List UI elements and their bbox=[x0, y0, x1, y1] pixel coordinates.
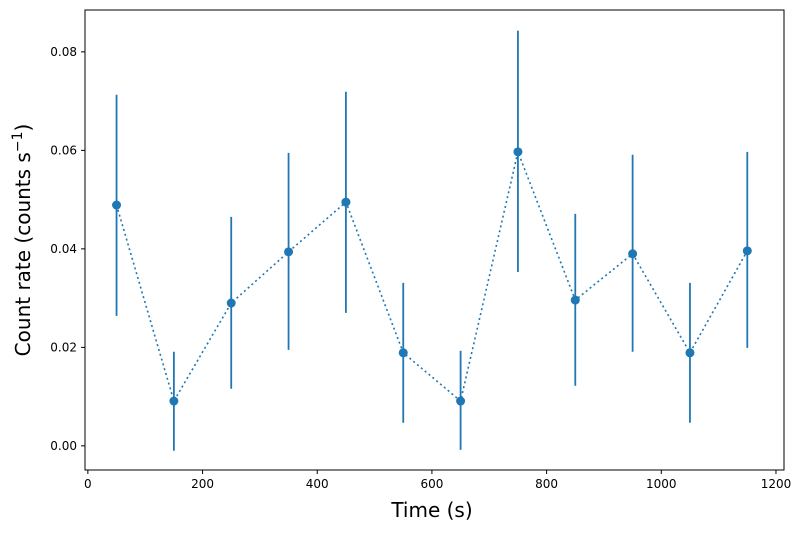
x-axis: 0 200 400 600 800 1000 1200 bbox=[84, 470, 791, 491]
y-tick-label: 0.04 bbox=[50, 242, 77, 256]
data-point bbox=[341, 197, 351, 207]
y-tick-label: 0.08 bbox=[50, 45, 77, 59]
data-point bbox=[456, 396, 466, 406]
data-point bbox=[685, 348, 695, 358]
x-tick-label: 600 bbox=[420, 477, 443, 491]
data-point bbox=[169, 396, 179, 406]
data-point bbox=[742, 246, 752, 256]
data-point bbox=[570, 295, 580, 305]
y-axis: 0.00 0.02 0.04 0.06 0.08 bbox=[50, 45, 85, 453]
y-axis-label-exponent: −1 bbox=[10, 132, 26, 153]
y-tick-label: 0.00 bbox=[50, 439, 77, 453]
data-point bbox=[398, 348, 408, 358]
x-tick-label: 200 bbox=[191, 477, 214, 491]
y-axis-label: Count rate (counts s−1) bbox=[10, 124, 35, 357]
y-axis-label-main: Count rate (counts s bbox=[11, 152, 35, 356]
data-series bbox=[112, 30, 752, 451]
data-point bbox=[112, 200, 122, 210]
y-tick-label: 0.02 bbox=[50, 340, 77, 354]
x-axis-label: Time (s) bbox=[390, 498, 472, 522]
x-tick-label: 400 bbox=[306, 477, 329, 491]
x-tick-label: 1000 bbox=[646, 477, 677, 491]
y-axis-label-close: ) bbox=[11, 124, 35, 132]
x-tick-label: 800 bbox=[535, 477, 558, 491]
data-point bbox=[226, 298, 236, 308]
y-tick-label: 0.06 bbox=[50, 143, 77, 157]
data-point bbox=[284, 247, 294, 257]
plot-frame bbox=[84, 9, 785, 471]
data-point bbox=[513, 147, 523, 157]
x-tick-label: 1200 bbox=[761, 477, 792, 491]
x-tick-label: 0 bbox=[84, 477, 92, 491]
series-line bbox=[115, 149, 748, 404]
data-point bbox=[628, 249, 638, 259]
